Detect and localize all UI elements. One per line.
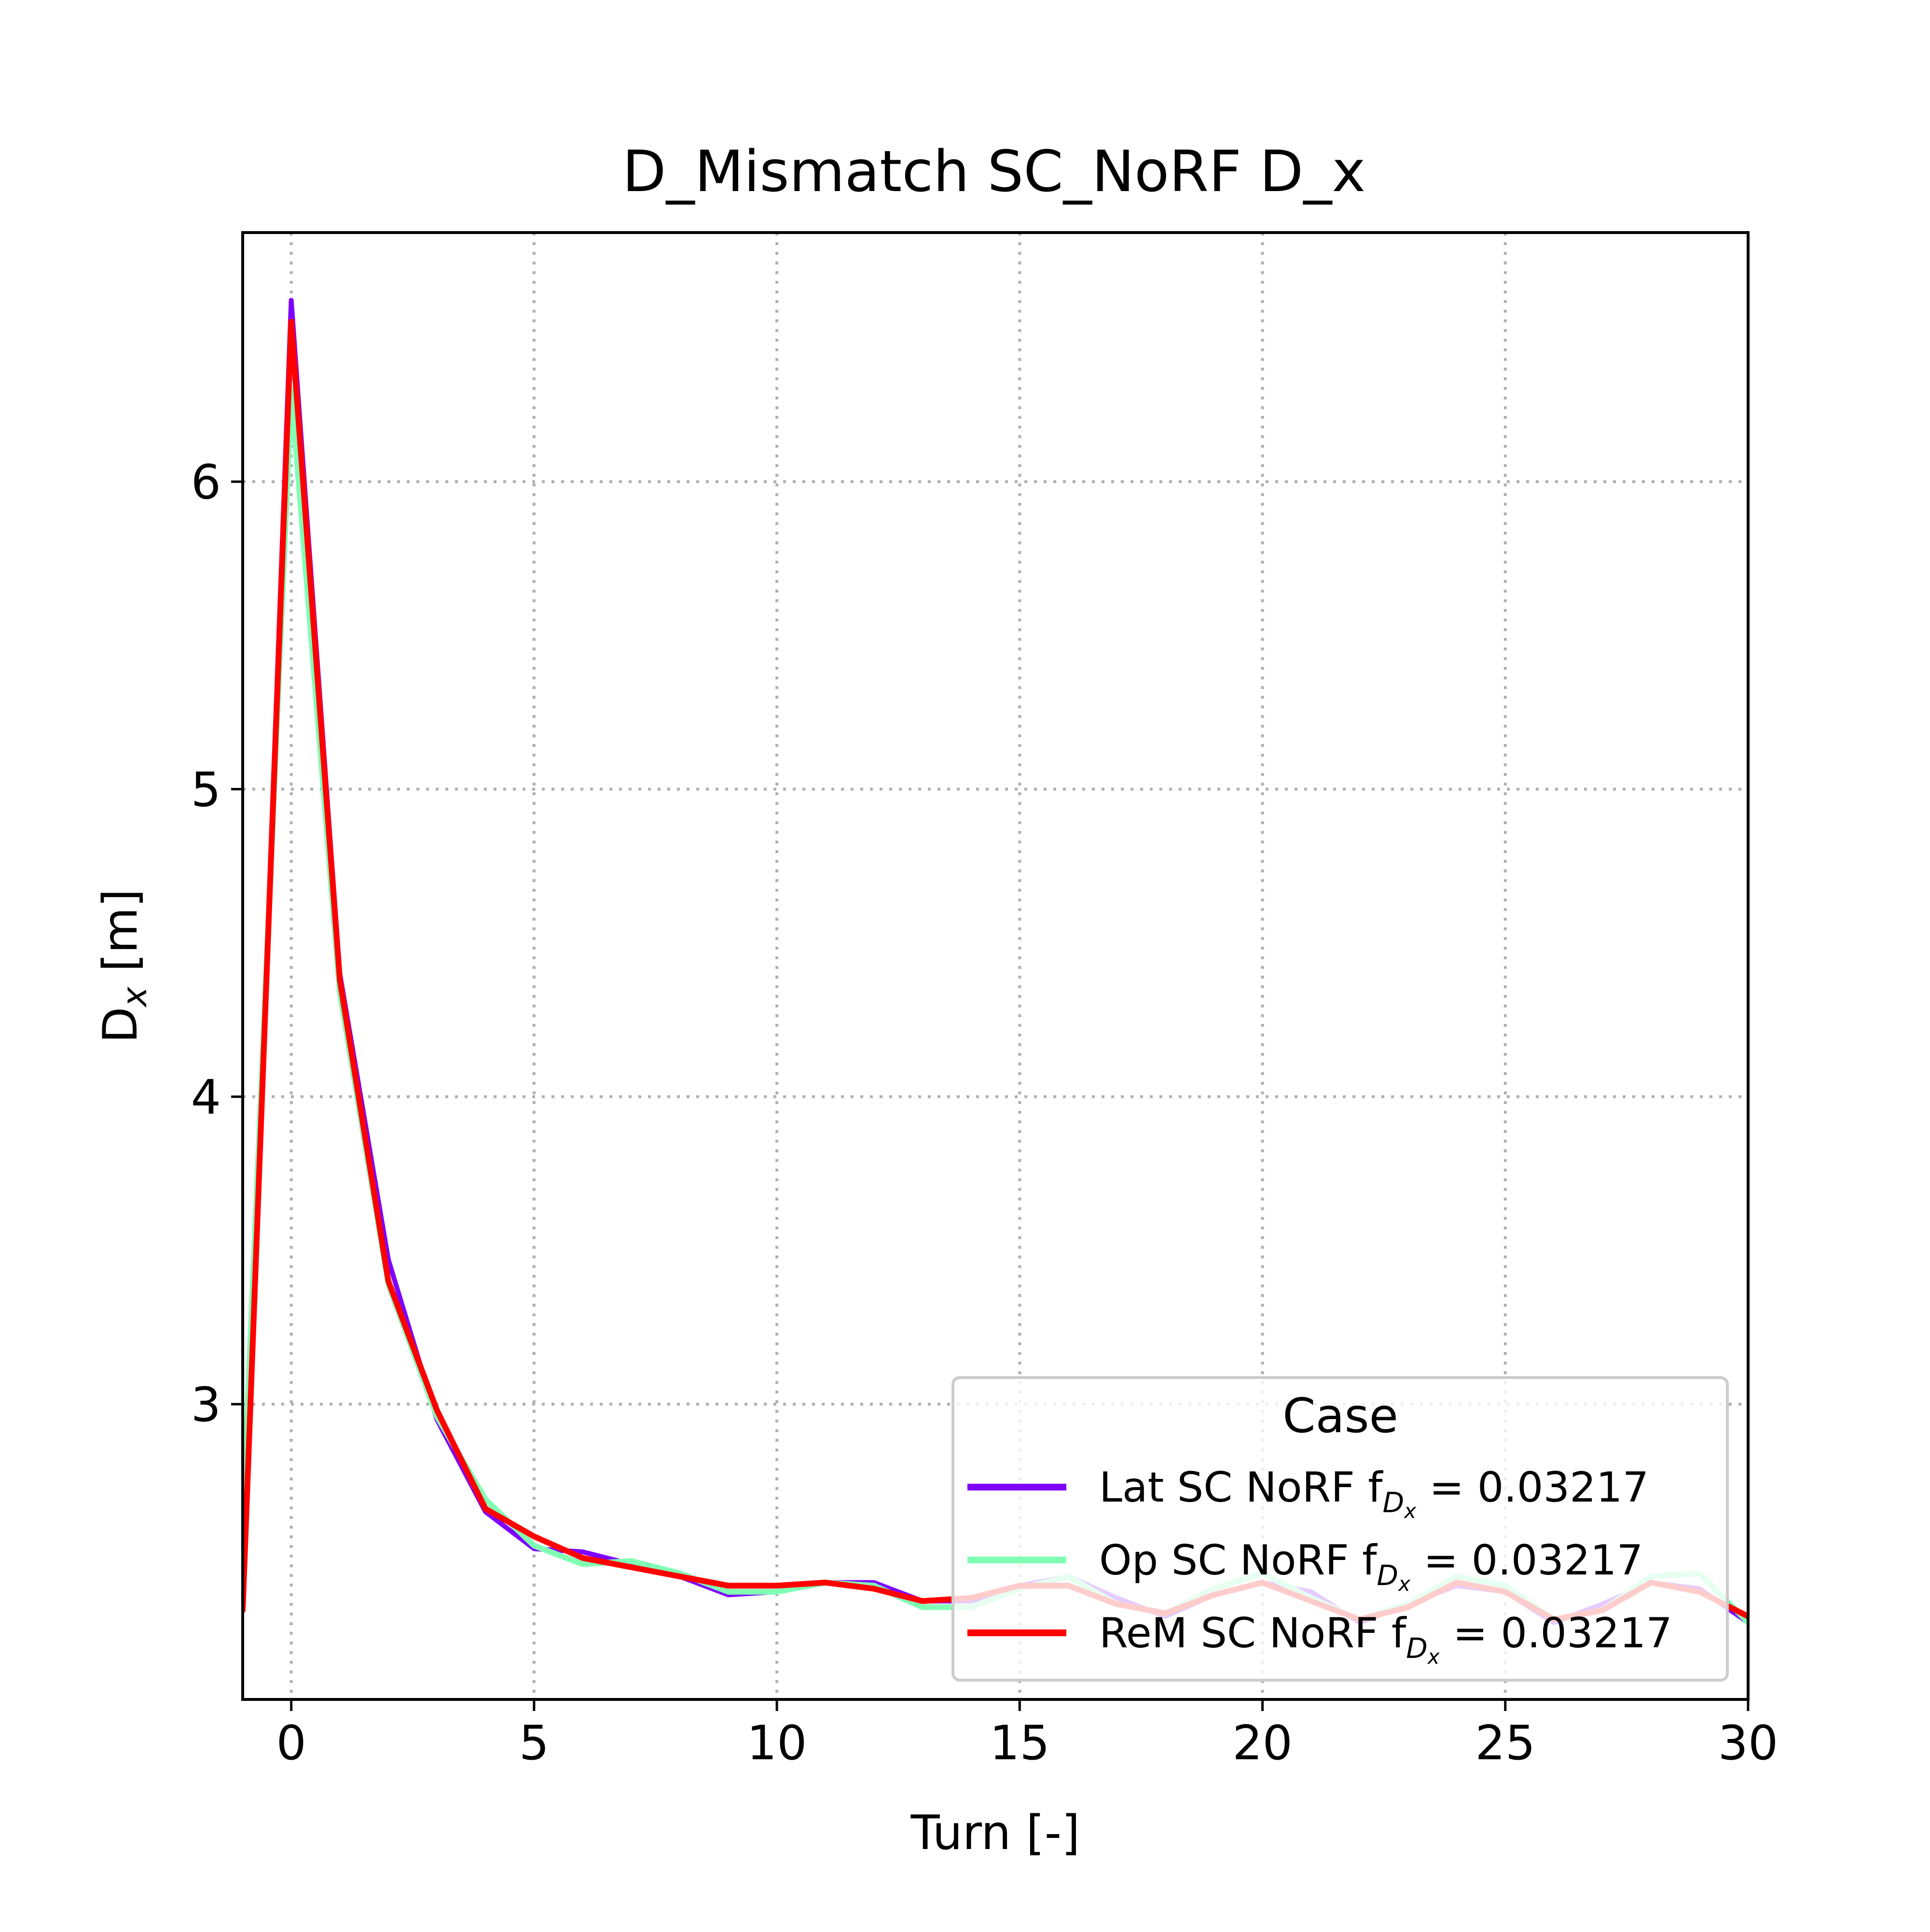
legend-label-subsub: x: [1427, 1645, 1440, 1669]
y-axis-label-main: D: [93, 1007, 148, 1043]
legend-label-sub: D: [1382, 1486, 1404, 1519]
legend-label-sub: D: [1377, 1559, 1398, 1592]
y-axis-label-sub: x: [115, 987, 154, 1008]
y-tick-label: 4: [191, 1070, 221, 1125]
legend-box: [951, 1376, 1729, 1682]
chart-title: D_Mismatch SC_NoRF D_x: [622, 138, 1365, 205]
x-tick-label: 15: [990, 1716, 1050, 1771]
y-tick-label: 6: [191, 455, 221, 510]
y-axis-label: Dx [m]: [93, 889, 154, 1043]
legend-label-value: = 0.03217: [1416, 1463, 1649, 1512]
legend-label-subsub: x: [1403, 1499, 1417, 1523]
x-tick-label: 5: [519, 1716, 549, 1771]
plot-frame: [241, 231, 1750, 1701]
x-tick-label: 30: [1718, 1716, 1778, 1771]
y-tick-label: 3: [191, 1378, 221, 1433]
legend-title: Case: [1282, 1389, 1398, 1444]
legend-label-text: Op SC NoRF f: [1099, 1536, 1378, 1585]
x-axis-label: Turn [-]: [910, 1806, 1080, 1861]
x-tick-label: 25: [1475, 1716, 1535, 1771]
legend-label-value: = 0.03217: [1440, 1609, 1672, 1657]
axis-ticks: 0 5 10 15 20 25 30 3 4 5 6: [191, 455, 1778, 1771]
y-axis-label-unit: [m]: [93, 889, 148, 987]
legend-label-sub: D: [1406, 1632, 1428, 1665]
legend-label-2: Op SC NoRF fDx = 0.03217: [1099, 1536, 1643, 1596]
legend-label-value: = 0.03217: [1410, 1536, 1643, 1585]
legend-label-1: Lat SC NoRF fDx = 0.03217: [1099, 1463, 1649, 1523]
legend-label-3: ReM SC NoRF fDx = 0.03217: [1099, 1609, 1672, 1669]
x-tick-label: 10: [747, 1716, 807, 1771]
x-tick-label: 0: [276, 1716, 306, 1771]
y-tick-label: 5: [191, 763, 221, 818]
legend-label-text: Lat SC NoRF f: [1099, 1463, 1383, 1512]
x-tick-label: 20: [1232, 1716, 1293, 1771]
legend-label-text: ReM SC NoRF f: [1099, 1609, 1407, 1657]
legend-label-subsub: x: [1397, 1572, 1411, 1596]
